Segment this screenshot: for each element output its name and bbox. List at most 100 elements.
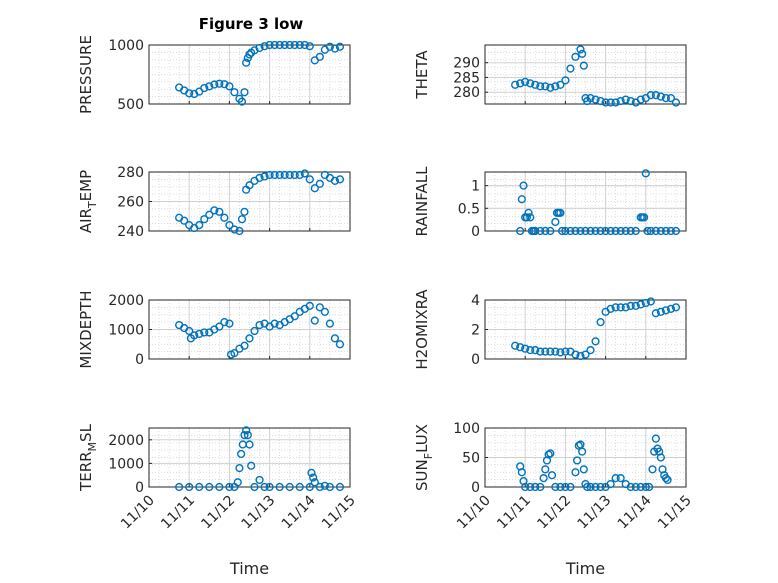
data-point xyxy=(561,76,570,85)
data-point xyxy=(255,43,264,53)
panel-pressure: 500 1000 PRESSURE xyxy=(77,35,351,114)
y-tick-label: 0 xyxy=(135,480,144,496)
data-point xyxy=(591,482,600,492)
data-point xyxy=(524,208,533,217)
data-point xyxy=(215,79,224,88)
data-point xyxy=(576,351,585,361)
data-point xyxy=(265,170,274,180)
data-point xyxy=(280,40,289,50)
data-point xyxy=(335,482,345,492)
data-point xyxy=(571,226,580,236)
data-point xyxy=(561,347,570,356)
data-point xyxy=(526,213,535,222)
data-point xyxy=(581,226,590,236)
data-point xyxy=(205,82,214,91)
data-point xyxy=(290,312,299,321)
y-tick-label: 2000 xyxy=(108,293,144,309)
data-point xyxy=(571,468,580,477)
data-point xyxy=(233,478,242,487)
data-point xyxy=(230,88,239,97)
data-point xyxy=(648,465,657,474)
data-point xyxy=(557,226,567,236)
data-point xyxy=(573,456,582,465)
data-point xyxy=(225,482,234,492)
panel-h2omixra: 0 2 4 H2OMIXRA xyxy=(413,289,687,370)
data-point xyxy=(305,482,314,492)
data-point xyxy=(245,50,254,59)
data-point xyxy=(581,350,590,359)
data-point xyxy=(300,169,309,178)
panel-sun-flux: 0 50 100 SUNFLUX 11/10 11/11 11/12 11/13 11/14 11… xyxy=(413,421,695,578)
data-point xyxy=(255,320,264,330)
data-point xyxy=(330,176,340,185)
data-point xyxy=(205,482,214,492)
data-point xyxy=(556,208,565,217)
x-tick-label: 11/12 xyxy=(534,493,574,533)
data-point xyxy=(330,334,340,343)
data-point xyxy=(536,347,545,356)
data-point xyxy=(210,80,219,89)
data-point xyxy=(579,465,588,474)
data-point xyxy=(265,40,274,50)
y-axis-label: RAINFALL xyxy=(413,166,431,237)
data-point xyxy=(586,226,595,236)
data-point xyxy=(596,318,605,327)
data-point xyxy=(646,226,655,236)
data-point xyxy=(636,300,645,309)
x-tick-label: 11/15 xyxy=(319,493,359,533)
axes-box xyxy=(484,171,687,232)
y-tick-label: 260 xyxy=(117,195,144,211)
data-point xyxy=(310,478,319,487)
data-point xyxy=(237,215,247,224)
data-point xyxy=(240,88,249,97)
data-point xyxy=(242,426,251,435)
data-point xyxy=(260,42,269,51)
data-point xyxy=(544,450,553,459)
data-point xyxy=(576,45,585,54)
data-point xyxy=(626,226,635,236)
y-tick-label: 100 xyxy=(453,421,480,437)
data-point xyxy=(531,346,540,355)
data-point xyxy=(235,226,244,236)
data-point xyxy=(521,77,530,86)
data-point xyxy=(215,322,224,331)
data-point xyxy=(195,221,204,230)
data-point xyxy=(571,52,580,61)
y-tick-label: 1000 xyxy=(108,323,144,339)
x-tick-label: 11/11 xyxy=(494,493,534,533)
data-point xyxy=(661,306,671,315)
data-point xyxy=(220,318,229,327)
data-point xyxy=(315,52,324,61)
y-tick-label: 1000 xyxy=(108,38,144,54)
data-point xyxy=(265,482,274,492)
data-point xyxy=(616,96,625,106)
data-point xyxy=(671,98,681,107)
data-point xyxy=(230,225,239,234)
data-point xyxy=(536,482,545,492)
data-point xyxy=(516,79,525,88)
data-point xyxy=(621,95,630,104)
data-point xyxy=(315,179,324,188)
data-point xyxy=(666,93,676,103)
data-point xyxy=(536,82,545,91)
data-point xyxy=(245,334,254,343)
data-point xyxy=(556,80,565,89)
data-point xyxy=(225,82,234,91)
data-point xyxy=(200,83,209,93)
data-point xyxy=(330,44,340,53)
data-point xyxy=(526,346,535,355)
data-point xyxy=(541,82,550,91)
y-tick-label: 280 xyxy=(453,85,480,101)
data-point xyxy=(583,482,592,492)
y-axis-label: PRESSURE xyxy=(77,35,95,114)
data-point xyxy=(243,430,252,440)
data-point xyxy=(320,481,329,490)
data-point xyxy=(531,80,540,89)
data-point xyxy=(511,341,520,350)
data-point xyxy=(522,213,531,222)
data-point xyxy=(300,40,309,50)
x-axis-label: Time xyxy=(565,559,605,578)
data-point xyxy=(526,482,535,492)
data-point xyxy=(566,226,575,236)
